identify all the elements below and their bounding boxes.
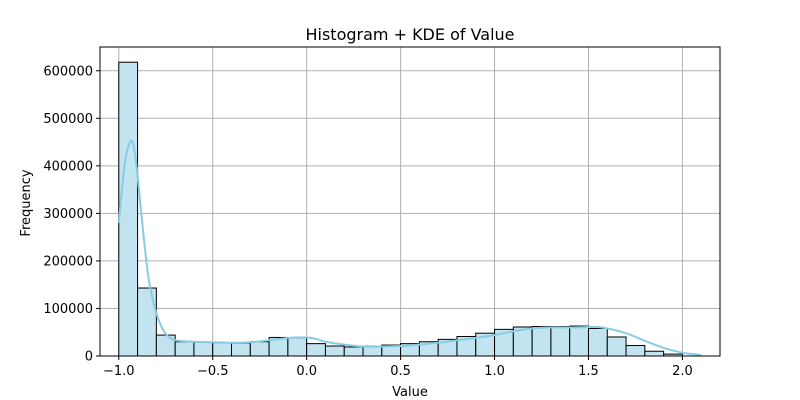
histogram-bar	[324, 345, 345, 357]
grid-lines	[100, 47, 720, 357]
y-tick-label: 300000	[43, 207, 93, 222]
histogram-bar	[625, 345, 646, 357]
chart-title: Histogram + KDE of Value	[305, 25, 514, 44]
histogram-bar	[212, 342, 233, 357]
y-tick-label: 0	[85, 350, 93, 365]
x-tick-label: 1.0	[484, 364, 505, 379]
x-tick-label: 0.5	[390, 364, 411, 379]
histogram-bar	[343, 346, 364, 357]
y-tick-label: 200000	[43, 254, 93, 269]
histogram-bar	[550, 326, 571, 357]
histogram-bar	[531, 326, 552, 357]
histogram-bar	[174, 341, 195, 357]
y-tick-label: 600000	[43, 64, 93, 79]
x-tick-label: 2.0	[672, 364, 693, 379]
x-axis-label: Value	[392, 385, 428, 400]
histogram-bar	[231, 342, 251, 357]
histogram-bar	[118, 61, 139, 357]
histogram-bar	[606, 336, 627, 357]
y-axis-label: Frequency	[19, 169, 34, 236]
y-tick-label: 500000	[43, 112, 93, 127]
x-tick-label: 1.5	[578, 364, 599, 379]
x-tick-label: −0.5	[197, 364, 229, 379]
histogram-bar	[569, 325, 589, 357]
histogram-bar	[587, 327, 608, 357]
histogram-bar	[287, 337, 308, 357]
plot-frame	[99, 46, 721, 357]
histogram-bar	[644, 350, 665, 357]
y-tick-label: 400000	[43, 159, 93, 174]
histogram-bar	[306, 343, 326, 357]
histogram-bar	[249, 341, 270, 357]
histogram-bar	[193, 341, 214, 357]
histogram-bar	[155, 334, 176, 357]
x-axis-ticks: −1.0 −0.5 0.0 0.5 1.0 1.5 2.0	[103, 356, 693, 379]
kde-line	[117, 139, 702, 357]
x-tick-label: 0.0	[296, 364, 317, 379]
x-tick-label: −1.0	[103, 364, 135, 379]
y-tick-label: 100000	[43, 302, 93, 317]
histogram-bar	[137, 287, 157, 357]
y-axis-ticks: 0 100000 200000 300000 400000 500000 600000	[43, 64, 100, 365]
